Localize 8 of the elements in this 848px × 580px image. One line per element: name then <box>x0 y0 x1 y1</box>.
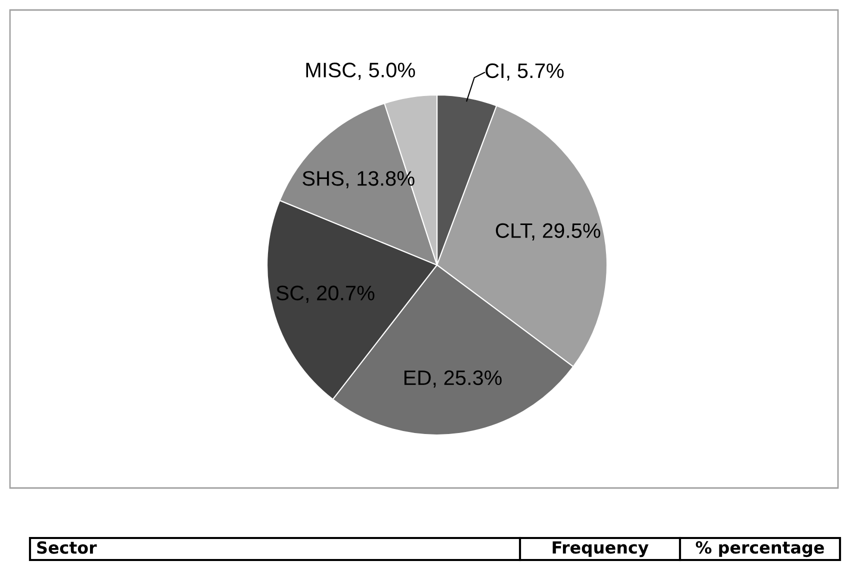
slice-label: CLT, 29.5% <box>496 223 600 240</box>
slice-label: SC, 20.7% <box>276 286 374 303</box>
slice-label: CI, 5.7% <box>486 63 564 81</box>
slice-label: ED, 25.3% <box>404 370 502 388</box>
text: Sector <box>37 541 97 554</box>
slice-label: MISC, 5.0% <box>306 62 415 80</box>
text: % percentage <box>696 541 824 558</box>
text: Frequency <box>552 541 648 558</box>
